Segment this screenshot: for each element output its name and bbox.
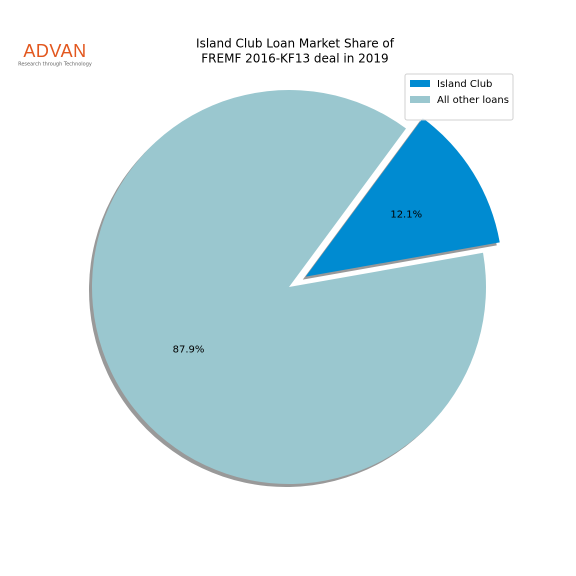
legend-label: All other loans	[437, 95, 509, 106]
legend-swatch	[410, 96, 430, 103]
logo-tagline: Research through Technology	[18, 62, 92, 68]
value-label: 12.1%	[390, 209, 422, 220]
logo-name: ADVAN	[23, 41, 86, 61]
wedge	[91, 89, 487, 485]
legend-frame	[404, 73, 514, 121]
legend: Island Club All other loans	[404, 73, 514, 121]
wedge	[305, 118, 500, 277]
value-label: 87.9%	[173, 344, 205, 355]
legend-label: Island Club	[437, 79, 492, 90]
chart-title: Island Club Loan Market Share of	[196, 37, 395, 51]
legend-swatch	[410, 80, 430, 87]
chart-title: FREMF 2016-KF13 deal in 2019	[201, 52, 388, 66]
